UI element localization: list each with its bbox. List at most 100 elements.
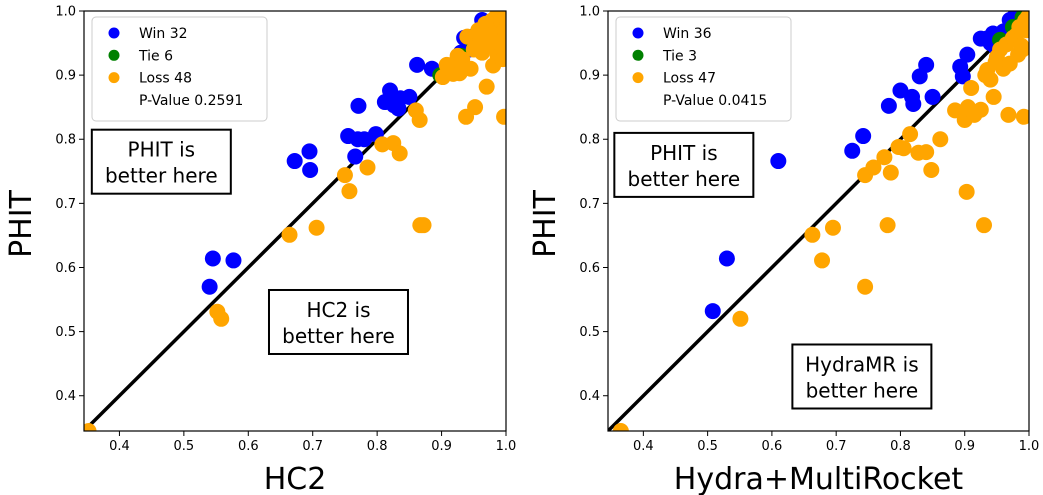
- y-tick-label: 0.4: [579, 389, 600, 404]
- point-loss: [918, 144, 935, 161]
- legend-marker-win: [632, 27, 644, 39]
- point-loss: [281, 226, 298, 243]
- point-win: [880, 97, 897, 114]
- point-win: [924, 88, 941, 105]
- point-loss: [478, 78, 495, 95]
- legend-marker-loss: [632, 72, 644, 84]
- legend-label-tie: Tie 3: [662, 48, 697, 64]
- point-loss: [982, 71, 999, 88]
- point-loss: [467, 99, 484, 116]
- y-tick-label: 0.4: [55, 389, 76, 404]
- x-tick-label: 0.5: [697, 439, 718, 454]
- y-tick-label: 0.8: [579, 133, 600, 148]
- point-win: [204, 250, 221, 267]
- point-win: [704, 303, 721, 320]
- point-loss: [985, 88, 1002, 105]
- point-win: [350, 97, 367, 114]
- point-loss: [963, 79, 980, 96]
- point-loss: [497, 11, 506, 26]
- y-tick-label: 0.8: [55, 133, 76, 148]
- point-loss: [462, 60, 479, 77]
- point-loss: [976, 217, 993, 234]
- annotation-frame: [90, 128, 232, 195]
- point-loss: [496, 22, 506, 39]
- y-axis-label: PHIT: [528, 189, 563, 257]
- annotation-text: better here: [628, 167, 741, 191]
- annotation-text: better here: [282, 324, 395, 348]
- point-win: [409, 56, 426, 73]
- point-win: [954, 68, 971, 85]
- point-loss: [876, 149, 893, 166]
- legend-label-win: Win 36: [663, 26, 712, 42]
- point-win: [286, 153, 303, 170]
- legend-box: [91, 16, 268, 122]
- point-win: [201, 278, 218, 295]
- point-loss: [493, 38, 506, 55]
- point-loss: [932, 131, 949, 148]
- x-tick-label: 0.4: [633, 439, 654, 454]
- axes-frame: [607, 10, 1030, 432]
- point-loss: [1018, 22, 1029, 39]
- point-loss: [958, 183, 975, 200]
- point-win: [401, 88, 418, 105]
- y-tick-label: 0.7: [55, 197, 76, 212]
- legend-pvalue: P-Value 0.2591: [139, 93, 243, 109]
- point-loss: [415, 217, 432, 234]
- point-loss: [391, 145, 408, 162]
- legend: Win 32 Tie 6 Loss 48 P-Value 0.2591: [91, 16, 268, 122]
- annotation-text: HydraMR is: [805, 352, 919, 376]
- point-loss: [359, 159, 376, 176]
- legend-label-loss: Loss 47: [663, 71, 716, 87]
- x-axis-label: HC2: [264, 462, 327, 495]
- point-loss: [882, 164, 899, 181]
- annotation-text: HC2 is: [306, 298, 370, 322]
- point-win: [225, 252, 242, 269]
- point-win: [347, 148, 364, 165]
- legend-label-tie: Tie 6: [138, 48, 173, 64]
- x-tick-label: 0.5: [174, 439, 195, 454]
- point-loss: [857, 278, 874, 295]
- point-loss: [1000, 106, 1017, 123]
- x-tick-label: 0.6: [238, 439, 259, 454]
- annotation-text: better here: [105, 164, 218, 188]
- legend-label-win: Win 32: [139, 26, 188, 42]
- point-win: [770, 153, 787, 170]
- point-loss: [1014, 41, 1029, 58]
- y-axis-label: PHIT: [4, 189, 39, 257]
- chart-panel-1: 0.4 0.4 0.5 0.5 0.6 0.6 0.7 0.7 0.8 0.8 0.9 0.9 1.0 1…: [4, 5, 516, 495]
- point-loss: [879, 217, 896, 234]
- legend-marker-tie: [108, 49, 120, 61]
- point-win: [905, 95, 922, 112]
- point-loss: [804, 226, 821, 243]
- axes-frame: [83, 10, 507, 432]
- x-tick-label: 0.4: [109, 439, 130, 454]
- point-loss: [923, 162, 940, 179]
- point-loss: [972, 101, 989, 118]
- chart-panel-2: 0.4 0.4 0.5 0.5 0.6 0.6 0.7 0.7 0.8 0.8 0.9 0.9 1.0 1…: [528, 5, 1039, 495]
- y-tick-label: 1.0: [55, 5, 76, 20]
- y-tick-label: 1.0: [579, 5, 600, 20]
- annotation-text: PHIT is: [128, 138, 196, 162]
- point-loss: [494, 51, 506, 68]
- point-loss: [895, 140, 912, 157]
- point-loss: [308, 219, 325, 236]
- y-tick-label: 0.6: [579, 261, 600, 276]
- legend-pvalue: P-Value 0.0415: [663, 93, 767, 109]
- legend-marker-tie: [632, 49, 644, 61]
- point-win: [959, 46, 976, 63]
- legend-label-loss: Loss 48: [139, 71, 192, 87]
- point-win: [718, 250, 735, 267]
- legend-box: [615, 16, 792, 122]
- x-tick-label: 0.8: [890, 439, 911, 454]
- scatter-points: [612, 11, 1029, 431]
- point-win: [918, 56, 935, 73]
- legend-marker-win: [108, 27, 120, 39]
- point-loss: [824, 219, 841, 236]
- y-tick-label: 0.5: [579, 325, 600, 340]
- point-loss: [865, 159, 882, 176]
- point-loss: [612, 423, 629, 431]
- point-win: [855, 128, 872, 145]
